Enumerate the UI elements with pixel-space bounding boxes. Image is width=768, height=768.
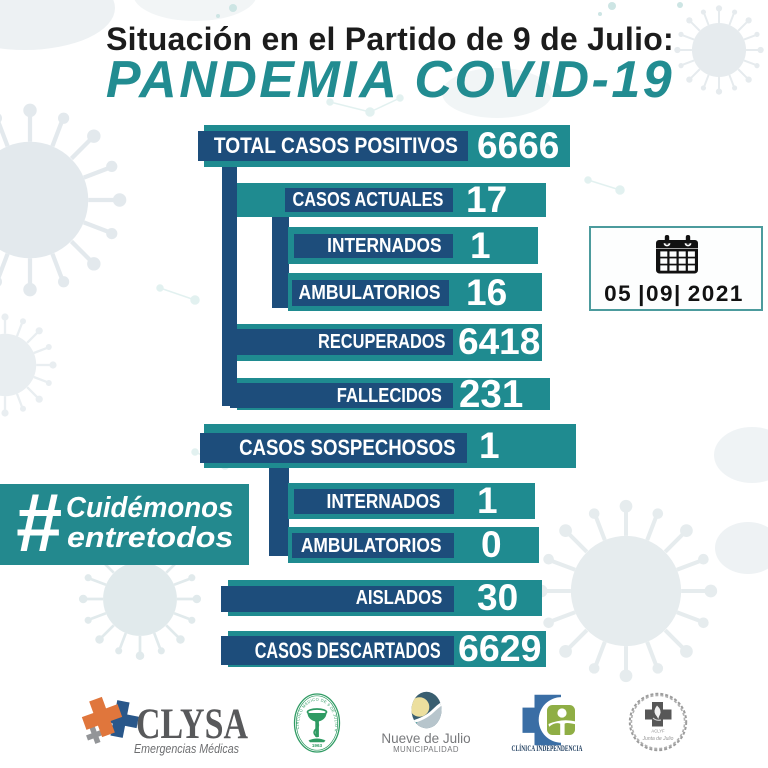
svg-text:MUNICIPALIDAD: MUNICIPALIDAD <box>393 745 459 753</box>
svg-text:Nueve de Julio: Nueve de Julio <box>381 731 470 746</box>
svg-text:CLYSA: CLYSA <box>136 701 248 748</box>
svg-text:ACLYF: ACLYF <box>651 729 665 734</box>
svg-text:CIRCULO MEDICO DE 9 DE JULIO R: CIRCULO MEDICO DE 9 DE JULIO RM <box>291 691 339 732</box>
svg-text:CLÍNICA INDEPENDENCIA: CLÍNICA INDEPENDENCIA <box>512 743 583 753</box>
svg-text:Emergencias Médicas: Emergencias Médicas <box>134 741 239 756</box>
svg-text:1963: 1963 <box>312 743 323 748</box>
svg-text:Junta de Julio: Junta de Julio <box>642 736 674 742</box>
